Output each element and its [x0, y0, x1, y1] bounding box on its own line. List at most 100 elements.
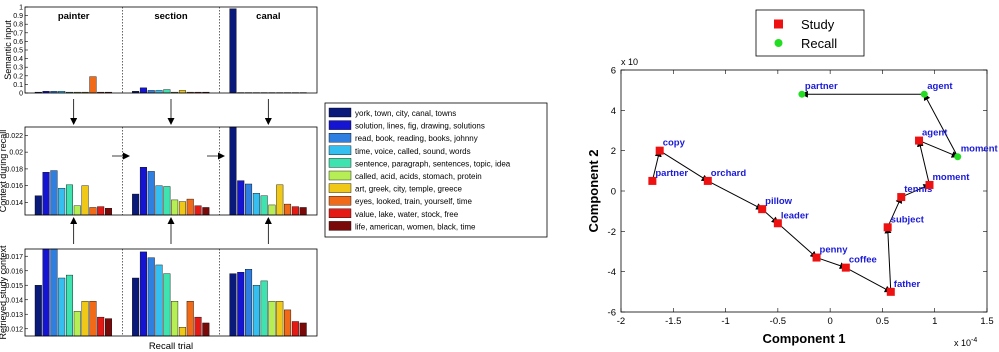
topic-legend: york, town, city, canal, towns solution, …	[324, 102, 548, 238]
bar	[139, 251, 147, 337]
trajectory-arrow	[918, 140, 959, 158]
y-axis-label: Component 2	[586, 149, 601, 232]
point-label: pillow	[765, 196, 793, 207]
x-tick-label: 0.5	[876, 316, 889, 327]
trajectory-arrow	[845, 267, 892, 293]
point-label: agent	[922, 128, 948, 139]
y-tick-label: 0.013	[5, 312, 23, 319]
bar	[163, 89, 171, 94]
study-point	[773, 219, 782, 228]
bar	[42, 248, 50, 337]
bar	[276, 301, 284, 337]
study-point	[655, 146, 664, 155]
bar	[299, 207, 307, 216]
bar	[132, 277, 140, 337]
bar	[155, 185, 163, 216]
legend-entry: value, lake, water, stock, free	[355, 210, 459, 219]
trajectory-arrow	[659, 150, 709, 182]
legend-swatch	[328, 120, 352, 130]
study-point	[703, 176, 712, 185]
y-tick-label: 0.016	[5, 268, 23, 275]
scatter-legend-frame	[755, 9, 865, 57]
bar	[42, 172, 50, 216]
bar	[155, 264, 163, 337]
x-tick-label: -1	[721, 316, 729, 327]
bar	[291, 206, 299, 216]
bar	[132, 193, 140, 216]
bar	[276, 184, 284, 216]
x-axis-label: Recall trial	[149, 341, 193, 352]
y-tick-label: 0.4	[13, 56, 23, 63]
x-multiplier-exponent: -4	[971, 337, 977, 344]
point-label: subject	[891, 214, 925, 225]
panel-semantic-input: 0 0.1 0.20.3 0.40.5 0.6 0.70.8 0.91 Semantic in…	[3, 5, 318, 98]
point-label: partner	[805, 81, 838, 92]
panel-frame	[24, 126, 318, 216]
bar	[73, 311, 81, 337]
legend-entry: time, voice, called, sound, words	[355, 147, 471, 156]
bar	[139, 167, 147, 216]
study-point	[915, 136, 924, 145]
bar	[81, 185, 89, 216]
bar	[97, 206, 105, 216]
bar	[284, 203, 292, 216]
legend-entry: Study	[801, 17, 835, 32]
legend-entry: art, greek, city, temple, greece	[355, 185, 463, 194]
x-axis-label: Component 1	[762, 331, 845, 346]
bar	[229, 273, 237, 337]
y-tick-label: 0.5	[13, 48, 23, 55]
y-tick-label: 1	[19, 5, 23, 12]
bar	[291, 321, 299, 337]
y-tick-label: 4	[611, 106, 616, 117]
bar	[34, 285, 42, 337]
y-tick-label: 6	[611, 66, 616, 77]
trajectory-arrow	[901, 184, 931, 198]
bar	[50, 248, 58, 337]
bar	[237, 272, 245, 337]
bar	[147, 257, 155, 337]
bar	[229, 8, 237, 94]
legend-marker-recall	[774, 39, 783, 47]
bar	[58, 277, 66, 337]
study-point	[886, 287, 895, 296]
bar	[178, 327, 186, 337]
bar	[147, 171, 155, 216]
bar	[252, 285, 260, 337]
bar	[202, 322, 210, 337]
bar	[171, 301, 179, 337]
recall-point	[920, 90, 928, 98]
legend-swatch	[328, 107, 352, 118]
legend-swatch	[328, 221, 352, 231]
y-tick-label: 0.016	[5, 183, 23, 190]
point-label: moment	[961, 144, 999, 155]
legend-entry: called, acid, acids, stomach, protein	[355, 172, 482, 181]
bar	[268, 301, 276, 337]
y-tick-label: 0.017	[5, 254, 23, 261]
group-title: canal	[256, 11, 280, 22]
y-tick-label: 0.7	[13, 30, 23, 37]
y-axis-label: Context during recall	[0, 130, 8, 213]
trajectory-arrow	[884, 226, 892, 292]
y-tick-label: 0.015	[5, 283, 23, 290]
group-title: painter	[58, 11, 90, 22]
x-tick-label: 1.5	[980, 316, 993, 327]
point-label: leader	[781, 210, 809, 221]
trajectory-arrow	[887, 196, 902, 228]
legend-entry: solution, lines, fig, drawing, solutions	[355, 122, 485, 131]
y-tick-label: 0	[19, 91, 23, 98]
bar	[163, 273, 171, 337]
legend-entry: sentence, paragraph, sentences, topic, i…	[355, 159, 511, 168]
legend-entry: york, town, city, canal, towns	[355, 109, 456, 118]
legend-swatch	[328, 132, 352, 143]
y-multiplier-label: x 10	[621, 57, 638, 67]
point-label: moment	[932, 172, 970, 183]
trajectory-arrow	[916, 139, 930, 186]
bar	[186, 301, 194, 337]
y-tick-label: 0.8	[13, 22, 23, 29]
bar	[73, 205, 81, 216]
legend-entry: life, american, women, black, time	[355, 222, 476, 231]
recall-point	[798, 90, 806, 98]
bar	[50, 170, 58, 216]
x-multiplier-label: x 10-4	[954, 337, 977, 348]
